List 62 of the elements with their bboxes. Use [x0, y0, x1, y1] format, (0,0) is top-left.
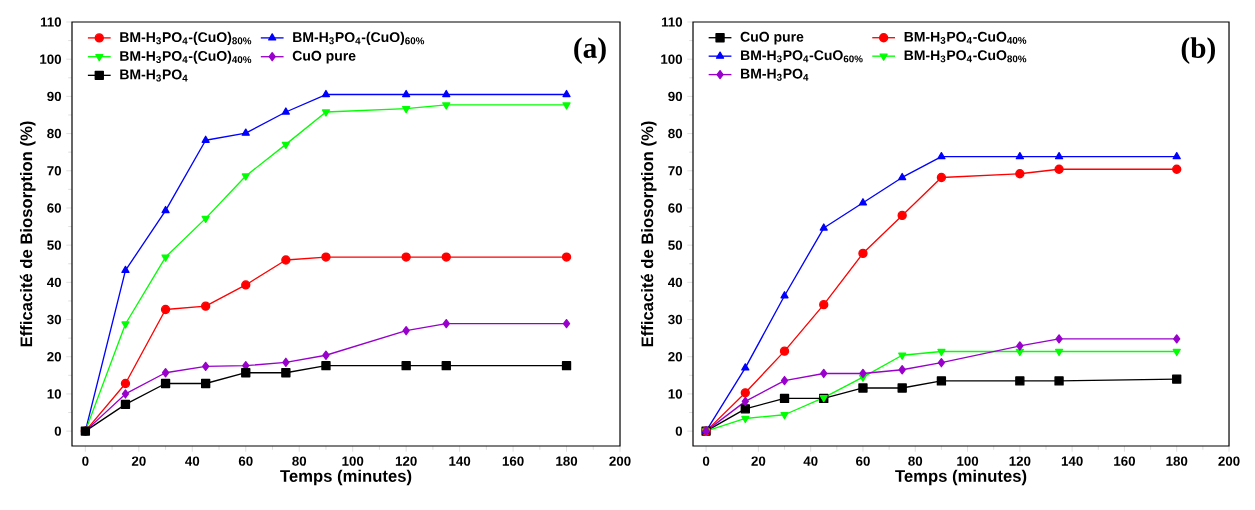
legend-label: BM-H$_{3}$PO$_{4}$ [120, 69, 188, 82]
y-tick-label: 10 [668, 389, 683, 399]
y-tick-label: 20 [47, 352, 62, 362]
y-axis-title: Efficacité de Biosorption (%) [640, 121, 657, 347]
y-tick-label: 50 [47, 240, 62, 250]
x-tick-label: 0 [702, 456, 710, 466]
y-tick-label: 110 [661, 17, 683, 27]
x-tick-label: 100 [957, 456, 979, 466]
x-tick-label: 200 [1218, 456, 1240, 466]
y-tick-label: 60 [668, 203, 683, 213]
y-tick-label: 70 [47, 166, 62, 176]
x-tick-label: 200 [609, 456, 631, 466]
y-tick-label: 20 [668, 352, 683, 362]
annotation: (b) [1181, 37, 1215, 64]
y-tick-label: 50 [668, 240, 683, 250]
x-tick-label: 40 [185, 456, 200, 466]
x-tick-label: 0 [82, 456, 89, 466]
x-tick-label: 60 [856, 456, 870, 466]
y-tick-label: 60 [47, 203, 62, 213]
x-tick-label: 80 [292, 456, 307, 466]
y-tick-label: 70 [668, 166, 683, 176]
y-axis-title: Efficacité de Biosorption (%) [19, 121, 36, 347]
x-tick-label: 160 [1114, 456, 1136, 466]
y-tick-label: 90 [47, 91, 62, 102]
y-tick-label: 30 [668, 314, 683, 325]
legend-label: BM-H$_{3}$PO$_{4}$-(CuO)$_{60%}$ [293, 31, 425, 45]
legend-label: BM-H$_{3}$PO$_{4}$-CuO$_{60%}$ [741, 50, 863, 63]
y-tick-label: 110 [40, 17, 62, 27]
legend-label: BM-H$_{3}$PO$_{4}$-(CuO)$_{80%}$ [120, 31, 252, 45]
x-tick-label: 60 [238, 456, 253, 466]
legend-label: BM-H$_{3}$PO$_{4}$ [741, 68, 809, 81]
legend-label: BM-H$_{3}$PO$_{4}$-CuO$_{80%}$ [904, 50, 1027, 63]
y-tick-label: 90 [668, 91, 683, 102]
legend-label: BM-H$_{3}$PO$_{4}$-CuO$_{40%}$ [904, 31, 1027, 44]
y-tick-label: 80 [668, 128, 683, 139]
y-tick-label: 40 [667, 277, 683, 288]
x-tick-label: 160 [502, 456, 524, 466]
x-tick-label: 40 [803, 456, 818, 466]
legend-label: CuO pure [740, 31, 804, 45]
x-tick-label: 120 [1009, 456, 1031, 466]
y-tick-label: 80 [47, 128, 62, 139]
x-tick-label: 100 [342, 456, 364, 466]
annotation: (a) [574, 37, 606, 64]
x-axis-title: Temps (minutes) [895, 469, 1027, 486]
x-tick-label: 140 [1061, 456, 1083, 466]
y-tick-label: 40 [46, 277, 62, 288]
x-tick-label: 20 [131, 456, 146, 466]
x-tick-label: 80 [908, 456, 923, 466]
x-axis-title: Temps (minutes) [280, 469, 412, 486]
y-tick-label: 10 [47, 389, 62, 399]
y-tick-label: 100 [661, 54, 683, 64]
legend-label: CuO pure [292, 50, 356, 64]
x-tick-label: 20 [751, 456, 766, 466]
x-tick-label: 140 [449, 456, 471, 466]
x-tick-label: 180 [556, 456, 578, 466]
y-tick-label: 0 [54, 426, 62, 436]
y-tick-label: 100 [40, 54, 62, 64]
y-tick-label: 30 [47, 314, 62, 325]
x-tick-label: 180 [1166, 456, 1188, 466]
legend-label: BM-H$_{3}$PO$_{4}$-(CuO)$_{40%}$ [120, 50, 252, 64]
y-tick-label: 0 [675, 426, 683, 436]
x-tick-label: 120 [395, 456, 417, 466]
